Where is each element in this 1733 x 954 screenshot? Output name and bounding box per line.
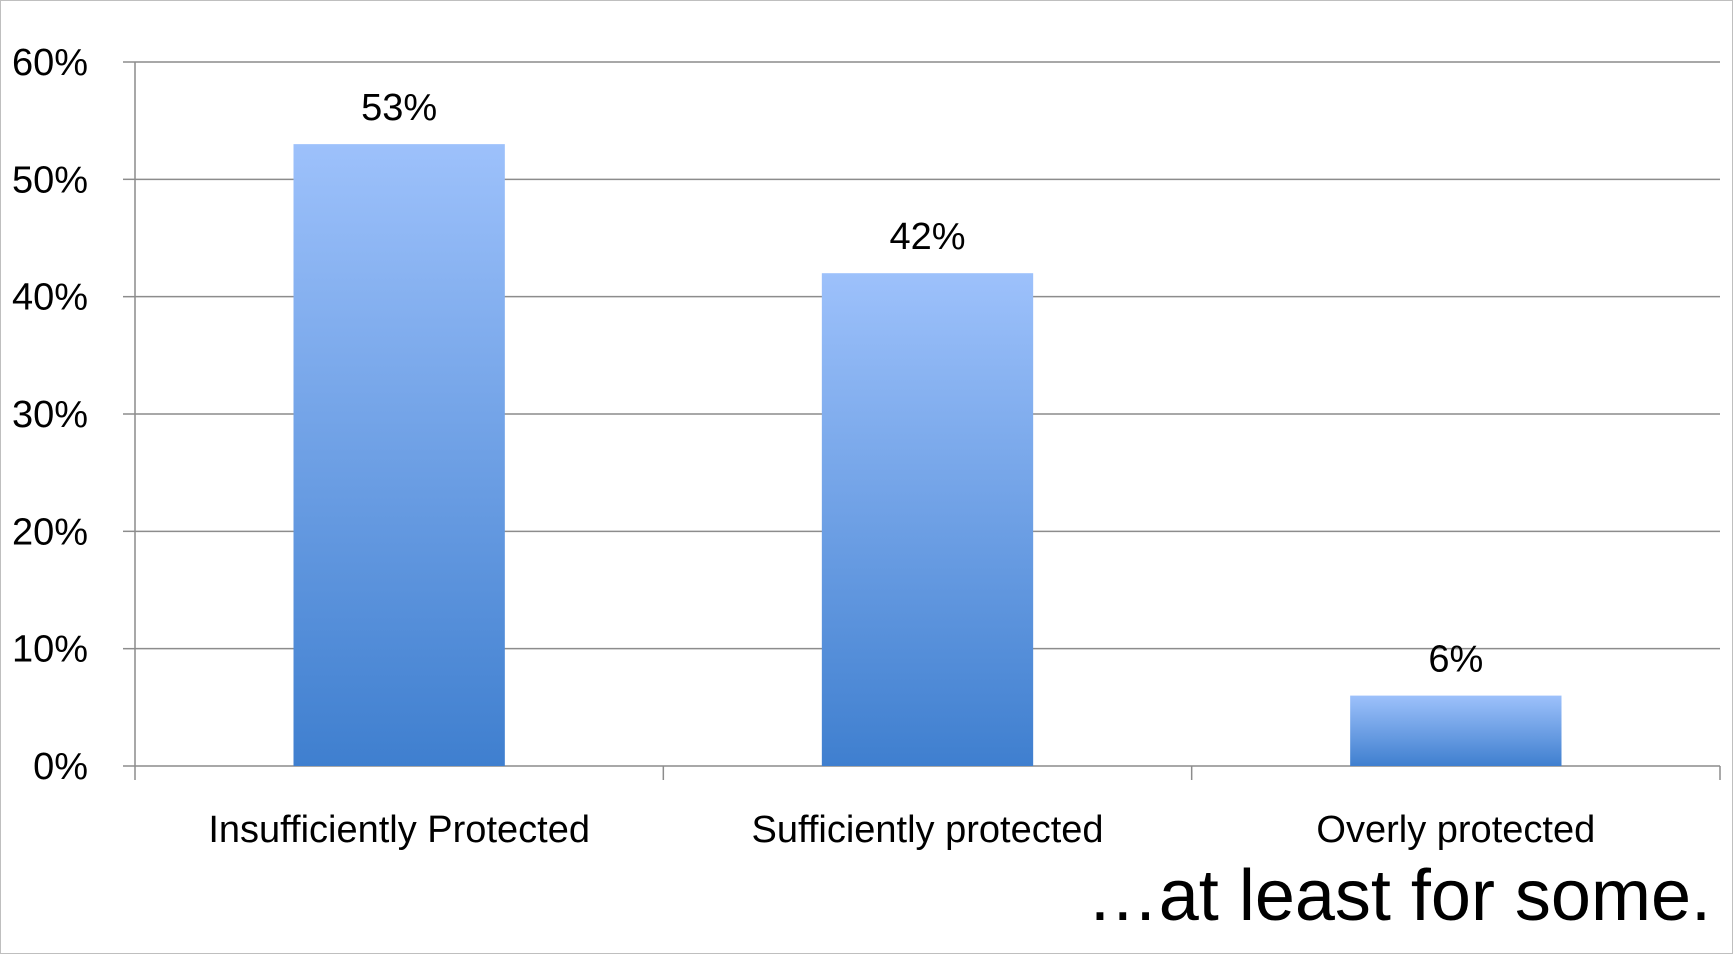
bars [293, 144, 1562, 767]
bar [293, 144, 505, 767]
category-labels: Insufficiently Protected Sufficiently pro… [208, 809, 1595, 851]
data-label: 42% [889, 216, 965, 258]
data-label: 6% [1428, 639, 1483, 681]
data-label: 53% [361, 87, 437, 129]
y-tick-labels: 0% 10% 20% 30% 40% 50% 60% [12, 42, 88, 788]
y-tick-label: 0% [33, 746, 88, 788]
y-tick-label: 10% [12, 629, 88, 671]
bar [821, 273, 1034, 766]
y-tick-label: 40% [12, 277, 88, 319]
y-tick-label: 50% [12, 159, 88, 201]
data-labels: 53% 42% 6% [361, 87, 1483, 680]
y-tick-label: 30% [12, 394, 88, 436]
category-label: Overly protected [1316, 809, 1595, 851]
y-tick-label: 20% [12, 511, 88, 553]
caption-text: …at least for some. [1086, 856, 1711, 936]
category-label: Insufficiently Protected [208, 809, 590, 851]
category-label: Sufficiently protected [751, 809, 1103, 851]
bar [1350, 695, 1562, 766]
y-tick-label: 60% [12, 42, 88, 84]
